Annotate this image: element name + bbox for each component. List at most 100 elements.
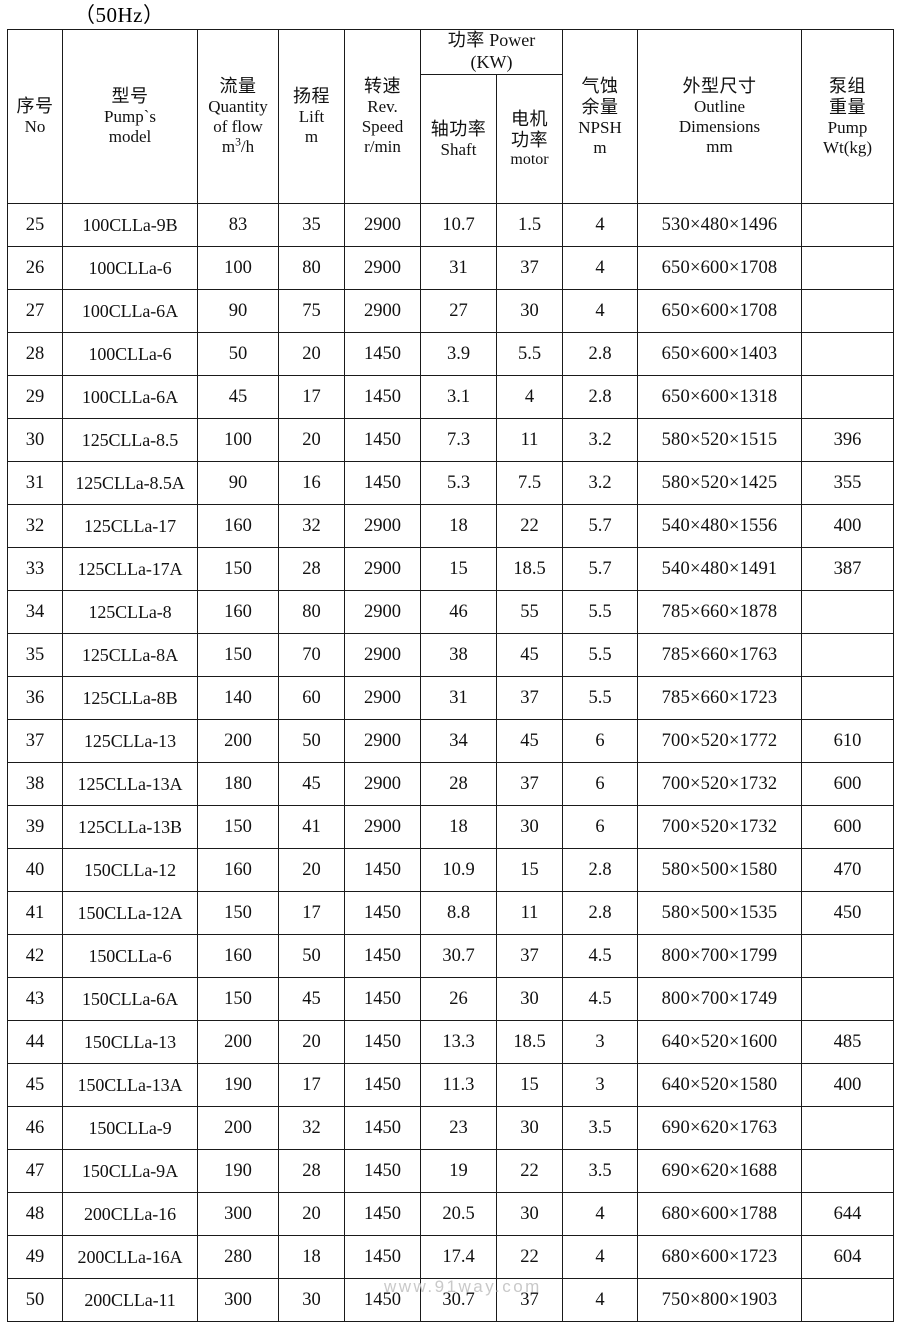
cell-no: 37	[7, 719, 63, 763]
header-dimensions-en1: Outline	[694, 97, 745, 117]
cell-flow: 160	[197, 590, 279, 634]
cell-no: 45	[7, 1063, 63, 1107]
cell-model: 200CLLa-16A	[62, 1235, 198, 1279]
header-cell-dimensions: 外型尺寸 Outline Dimensions mm	[637, 29, 802, 204]
header-power-line1: 功率 Power	[421, 30, 562, 52]
cell-lift: 50	[278, 934, 345, 978]
cell-weight: 387	[801, 547, 894, 591]
cell-motor: 22	[496, 1235, 563, 1279]
cell-motor: 7.5	[496, 461, 563, 505]
cell-flow: 100	[197, 246, 279, 290]
cell-dimensions: 700×520×1732	[637, 762, 802, 806]
cell-speed: 1450	[344, 418, 421, 462]
cell-shaft: 20.5	[420, 1192, 497, 1236]
cell-weight: 644	[801, 1192, 894, 1236]
cell-no: 27	[7, 289, 63, 333]
cell-no: 48	[7, 1192, 63, 1236]
header-row-primary: 序号 No 型号 Pump`s model 流量 Quantity of flo…	[7, 29, 894, 204]
cell-lift: 32	[278, 1106, 345, 1150]
header-flow-en1: Quantity	[208, 97, 268, 117]
cell-shaft: 10.7	[420, 203, 497, 247]
header-cell-shaft-power: 轴功率 Shaft	[420, 74, 497, 204]
header-cell-npsh: 气蚀 余量 NPSH m	[562, 29, 638, 204]
header-flow-cn: 流量	[219, 76, 257, 97]
header-cell-model: 型号 Pump`s model	[62, 29, 198, 204]
cell-motor: 11	[496, 418, 563, 462]
cell-model: 100CLLa-6	[62, 246, 198, 290]
header-flow-unit: m3/h	[221, 135, 255, 156]
cell-speed: 1450	[344, 934, 421, 978]
cell-motor: 18.5	[496, 1020, 563, 1064]
cell-motor: 37	[496, 762, 563, 806]
header-model-en1: Pump`s	[104, 107, 156, 127]
table-row: 48 200CLLa-16 300 20 1450 20.5 30 4 680×600×1788…	[7, 1192, 894, 1236]
cell-speed: 2900	[344, 590, 421, 634]
cell-lift: 16	[278, 461, 345, 505]
cell-shaft: 30.7	[420, 1278, 497, 1322]
cell-speed: 1450	[344, 461, 421, 505]
table-header: 序号 No 型号 Pump`s model 流量 Quantity of flo…	[7, 29, 894, 204]
cell-weight: 600	[801, 805, 894, 849]
cell-no: 43	[7, 977, 63, 1021]
header-dimensions-en2: Dimensions	[678, 117, 761, 137]
cell-dimensions: 580×500×1535	[637, 891, 802, 935]
header-weight-cn1: 泵组	[829, 75, 866, 96]
table-row: 30 125CLLa-8.5 100 20 1450 7.3 11 3.2 580×520×15…	[7, 418, 894, 462]
cell-shaft: 5.3	[420, 461, 497, 505]
cell-weight: 400	[801, 1063, 894, 1107]
header-cell-weight: 泵组 重量 Pump Wt(kg)	[801, 29, 894, 204]
header-dimensions-unit: mm	[706, 136, 733, 156]
cell-weight	[801, 977, 894, 1021]
cell-motor: 18.5	[496, 547, 563, 591]
cell-no: 39	[7, 805, 63, 849]
cell-dimensions: 800×700×1799	[637, 934, 802, 978]
cell-motor: 1.5	[496, 203, 563, 247]
cell-shaft: 26	[420, 977, 497, 1021]
cell-npsh: 3	[562, 1063, 638, 1107]
cell-npsh: 6	[562, 805, 638, 849]
cell-dimensions: 640×520×1600	[637, 1020, 802, 1064]
cell-weight	[801, 375, 894, 419]
table-row: 36 125CLLa-8B 140 60 2900 31 37 5.5 785×660×1723	[7, 676, 894, 720]
cell-dimensions: 640×520×1580	[637, 1063, 802, 1107]
cell-motor: 15	[496, 1063, 563, 1107]
cell-lift: 20	[278, 848, 345, 892]
cell-dimensions: 785×660×1763	[637, 633, 802, 677]
table-row: 42 150CLLa-6 160 50 1450 30.7 37 4.5 800×700×179…	[7, 934, 894, 978]
cell-motor: 22	[496, 504, 563, 548]
cell-no: 38	[7, 762, 63, 806]
cell-flow: 150	[197, 547, 279, 591]
cell-npsh: 5.5	[562, 676, 638, 720]
cell-speed: 2900	[344, 633, 421, 677]
cell-model: 150CLLa-12A	[62, 891, 198, 935]
cell-motor: 4	[496, 375, 563, 419]
header-npsh-unit: m	[593, 137, 607, 157]
cell-shaft: 31	[420, 676, 497, 720]
table-row: 50 200CLLa-11 300 30 1450 30.7 37 4 750×800×1903	[7, 1278, 894, 1322]
header-row-secondary: 轴功率 Shaft 电机 功率 motor	[8, 74, 894, 204]
cell-shaft: 28	[420, 762, 497, 806]
cell-flow: 150	[197, 891, 279, 935]
cell-no: 42	[7, 934, 63, 978]
cell-motor: 45	[496, 633, 563, 677]
cell-speed: 1450	[344, 1063, 421, 1107]
header-motor-cn2: 功率	[511, 129, 548, 150]
cell-weight	[801, 676, 894, 720]
cell-npsh: 5.5	[562, 633, 638, 677]
cell-npsh: 2.8	[562, 332, 638, 376]
cell-shaft: 10.9	[420, 848, 497, 892]
header-model-cn: 型号	[111, 86, 149, 107]
header-no-cn: 序号	[16, 96, 54, 117]
header-npsh-cn2: 余量	[581, 96, 619, 117]
cell-no: 30	[7, 418, 63, 462]
cell-dimensions: 580×500×1580	[637, 848, 802, 892]
cell-model: 200CLLa-11	[62, 1278, 198, 1322]
cell-speed: 1450	[344, 891, 421, 935]
cell-flow: 50	[197, 332, 279, 376]
header-cell-motor-power: 电机 功率 motor	[496, 74, 563, 204]
header-weight-unit: Wt(kg)	[822, 137, 873, 157]
cell-dimensions: 580×520×1515	[637, 418, 802, 462]
cell-flow: 200	[197, 1020, 279, 1064]
cell-lift: 20	[278, 418, 345, 462]
cell-motor: 22	[496, 1149, 563, 1193]
